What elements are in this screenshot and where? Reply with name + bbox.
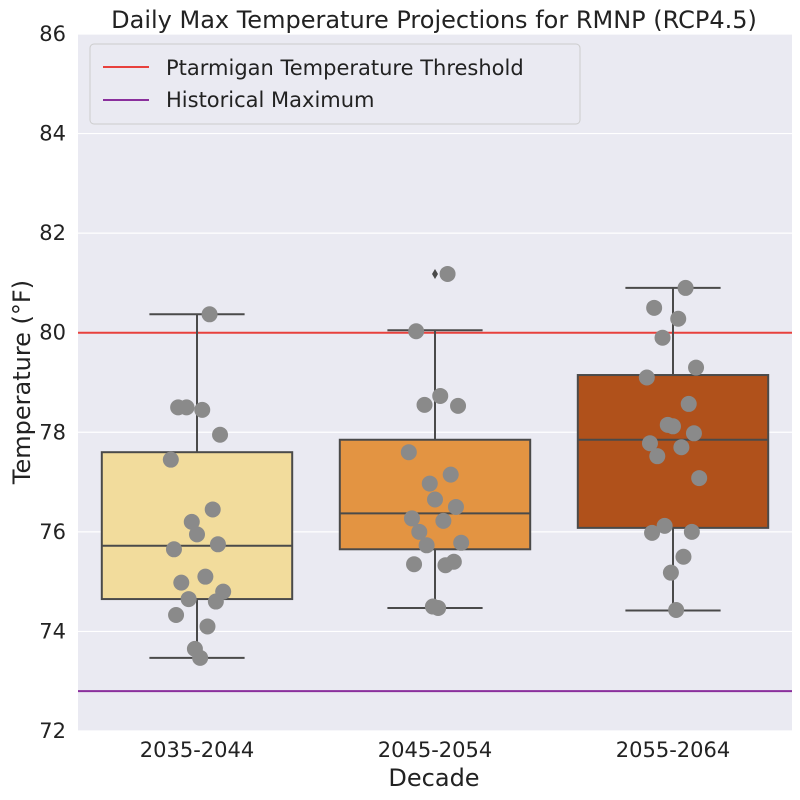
outlier-marker bbox=[432, 268, 438, 279]
data-point bbox=[447, 498, 464, 515]
y-tick-labels: 72 74 76 78 80 82 84 86 bbox=[39, 22, 66, 743]
data-point bbox=[189, 526, 205, 543]
box-plots bbox=[100, 268, 770, 659]
chart-title: Daily Max Temperature Projections for RM… bbox=[111, 6, 757, 34]
data-point bbox=[641, 435, 658, 452]
data-point bbox=[668, 602, 685, 619]
x-axis-label: Decade bbox=[388, 764, 479, 792]
data-point bbox=[680, 395, 697, 412]
data-point bbox=[207, 593, 224, 610]
data-point bbox=[649, 448, 666, 465]
y-tick-label: 86 bbox=[39, 22, 66, 46]
y-tick-label: 82 bbox=[39, 221, 66, 245]
data-point bbox=[675, 548, 692, 565]
data-point bbox=[427, 491, 443, 508]
legend-historical-label: Historical Maximum bbox=[166, 88, 375, 112]
data-point bbox=[656, 517, 673, 534]
data-point bbox=[453, 534, 470, 551]
data-point bbox=[418, 537, 435, 554]
legend-threshold-label: Ptarmigan Temperature Threshold bbox=[166, 56, 524, 80]
data-point bbox=[183, 513, 200, 530]
x-tick-label: 2035-2044 bbox=[140, 738, 254, 762]
box-2045-2054 bbox=[338, 268, 532, 610]
data-point bbox=[638, 369, 655, 386]
data-point bbox=[662, 564, 679, 581]
data-point bbox=[194, 401, 211, 418]
data-point bbox=[212, 426, 229, 443]
data-point bbox=[683, 523, 700, 540]
data-point bbox=[691, 470, 708, 487]
data-point bbox=[180, 591, 197, 608]
data-point bbox=[168, 606, 185, 623]
y-tick-label: 84 bbox=[39, 122, 66, 146]
data-point bbox=[685, 425, 702, 442]
y-tick-label: 72 bbox=[39, 719, 66, 743]
data-point bbox=[403, 510, 420, 527]
y-tick-label: 74 bbox=[39, 619, 66, 643]
data-point bbox=[411, 523, 428, 540]
data-point bbox=[677, 279, 694, 296]
data-point bbox=[432, 387, 449, 404]
data-point bbox=[670, 310, 687, 327]
data-point bbox=[646, 299, 663, 316]
box-iqr bbox=[338, 438, 532, 551]
data-point bbox=[199, 618, 216, 635]
y-axis-label: Temperature (°F) bbox=[8, 280, 36, 485]
data-point bbox=[201, 306, 218, 323]
data-point bbox=[439, 265, 456, 282]
data-point bbox=[430, 600, 447, 617]
box-2035-2044 bbox=[100, 313, 294, 659]
data-point bbox=[665, 418, 681, 435]
data-point bbox=[192, 649, 209, 666]
x-tick-label: 2055-2064 bbox=[616, 738, 730, 762]
data-point bbox=[406, 556, 423, 573]
data-point bbox=[162, 451, 179, 468]
box-iqr bbox=[576, 374, 770, 529]
data-point bbox=[408, 323, 425, 340]
box-2055-2064 bbox=[576, 286, 770, 612]
data-point bbox=[197, 568, 214, 585]
data-point bbox=[688, 359, 705, 376]
x-tick-labels: 2035-2044 2045-2054 2055-2064 bbox=[140, 738, 730, 762]
data-point bbox=[421, 475, 438, 492]
data-point bbox=[204, 501, 221, 518]
data-point bbox=[450, 397, 467, 414]
y-tick-label: 76 bbox=[39, 520, 66, 544]
data-points bbox=[162, 265, 708, 666]
data-point bbox=[442, 466, 459, 483]
x-tick-label: 2045-2054 bbox=[378, 738, 492, 762]
data-point bbox=[178, 399, 195, 416]
data-point bbox=[673, 439, 690, 456]
legend: Ptarmigan Temperature Threshold Historic… bbox=[89, 43, 581, 125]
data-point bbox=[644, 524, 661, 541]
data-point bbox=[437, 557, 454, 574]
data-point bbox=[173, 574, 190, 591]
legend-box bbox=[89, 43, 581, 125]
data-point bbox=[654, 329, 671, 346]
data-point bbox=[209, 536, 226, 553]
data-point bbox=[435, 512, 452, 529]
data-point bbox=[416, 396, 433, 413]
y-tick-label: 78 bbox=[39, 420, 66, 444]
y-tick-label: 80 bbox=[39, 321, 66, 345]
data-point bbox=[165, 541, 182, 558]
data-point bbox=[400, 444, 417, 461]
